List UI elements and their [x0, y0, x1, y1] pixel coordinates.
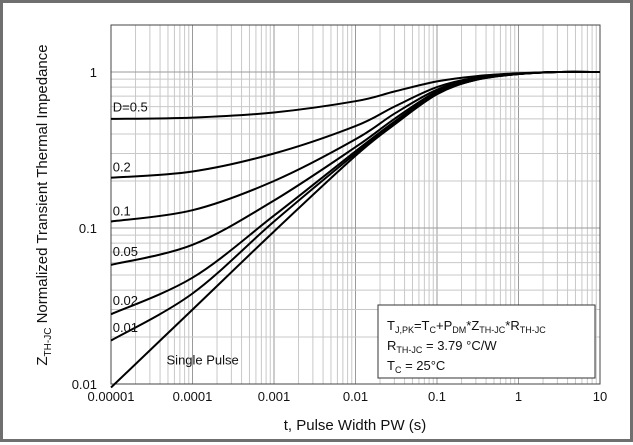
- x-tick-label: 0.01: [343, 389, 368, 404]
- annotation-subscript: TH-JC: [520, 325, 546, 335]
- annotation-text-run: +P: [436, 318, 452, 333]
- curve-label: 0.02: [113, 293, 138, 308]
- plot-area-border: [110, 24, 601, 385]
- curve-label: Single Pulse: [167, 353, 239, 368]
- y-tick-label: 1: [90, 65, 97, 80]
- annotation-text-run: *Z: [466, 318, 479, 333]
- curve-label: 0.05: [113, 244, 138, 259]
- annotation-subscript: C: [430, 325, 437, 335]
- annotation-text-run: =T: [414, 318, 430, 333]
- x-axis-title: t, Pulse Width PW (s): [284, 417, 427, 434]
- annotation-text-run: R: [387, 338, 396, 353]
- annotation-text-run: *R: [505, 318, 519, 333]
- y-tick-label: 0.1: [79, 221, 97, 236]
- y-tick-label: 0.01: [72, 377, 97, 392]
- y-axis-title-main: Z: [34, 356, 51, 365]
- annotation-subscript: J,PK: [395, 325, 414, 335]
- annotation-subscript: TH-JC: [479, 325, 505, 335]
- y-axis-title: ZTH-JC Normalized Transient Thermal Impe…: [34, 44, 54, 365]
- x-tick-label: 0.001: [258, 389, 291, 404]
- x-tick-label: 0.00001: [88, 389, 135, 404]
- y-axis-title-rest: Normalized Transient Thermal Impedance: [34, 44, 51, 327]
- x-tick-label: 1: [515, 389, 522, 404]
- annotation-text-run: = 25°C: [401, 358, 445, 373]
- annotation-subscript: DM: [452, 325, 466, 335]
- x-tick-labels: 0.00001 0.0001 0.001 0.01 0.1 1 10: [88, 389, 608, 404]
- annotation-line: TJ,PK=TC+PDM*ZTH-JC*RTH-JC: [387, 318, 546, 335]
- thermal-impedance-chart: D=0.5 0.2 0.1 0.05 0.02 0.01 Single Pulse 0.00…: [34, 24, 608, 434]
- y-tick-labels: 0.01 0.1 1: [72, 65, 97, 392]
- curve-labels: D=0.5 0.2 0.1 0.05 0.02 0.01 Single Pulse: [113, 99, 239, 367]
- curve-single-pulse: [110, 70, 601, 389]
- curve-label: 0.1: [113, 204, 131, 219]
- curve-label: D=0.5: [113, 99, 148, 114]
- x-tick-label: 0.1: [428, 389, 446, 404]
- annotation-text-run: T: [387, 358, 395, 373]
- annotation-subscript: C: [395, 365, 402, 375]
- annotation-line: TC = 25°C: [387, 358, 445, 375]
- annotation-text-run: T: [387, 318, 395, 333]
- annotation-subscript: TH-JC: [396, 345, 422, 355]
- curves: [110, 70, 601, 389]
- curve-label: 0.2: [113, 160, 131, 175]
- annotation-box: [377, 304, 596, 379]
- x-tick-label: 10: [593, 389, 607, 404]
- y-axis-title-sub: TH-JC: [43, 328, 54, 357]
- curve-label: 0.01: [113, 320, 138, 335]
- annotation-text-run: = 3.79 °C/W: [422, 338, 497, 353]
- annotation-line: RTH-JC = 3.79 °C/W: [387, 338, 497, 355]
- x-tick-label: 0.0001: [173, 389, 213, 404]
